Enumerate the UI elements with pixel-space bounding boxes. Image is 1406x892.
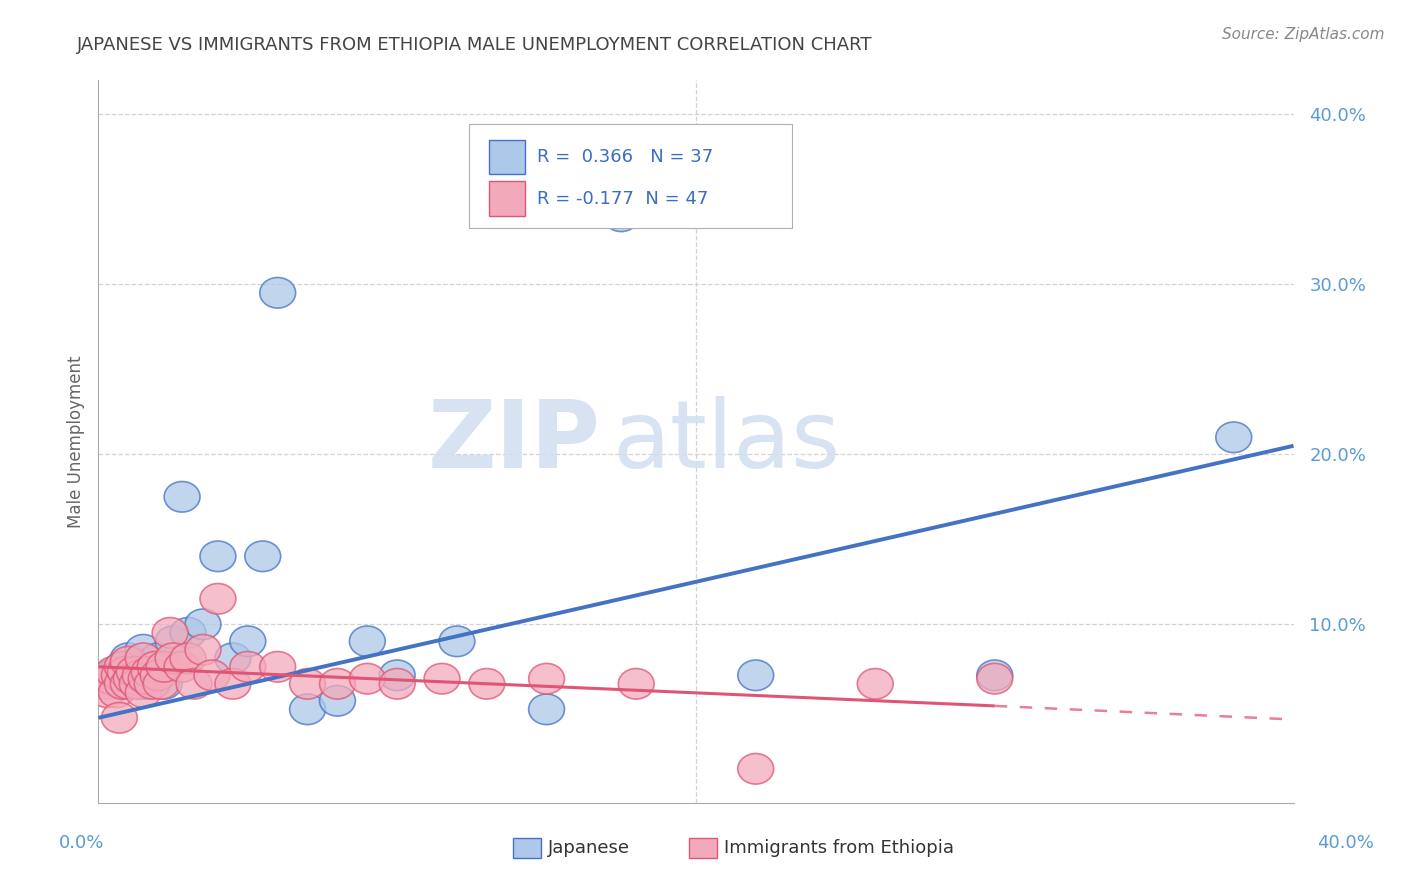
Text: R = -0.177  N = 47: R = -0.177 N = 47 [537, 190, 709, 208]
Text: 40.0%: 40.0% [1317, 834, 1374, 852]
Text: Japanese: Japanese [548, 839, 630, 857]
Bar [489, 139, 524, 174]
Y-axis label: Male Unemployment: Male Unemployment [66, 355, 84, 528]
Text: 0.0%: 0.0% [59, 834, 104, 852]
Text: ZIP: ZIP [427, 395, 600, 488]
Bar [489, 181, 524, 216]
Text: Source: ZipAtlas.com: Source: ZipAtlas.com [1222, 27, 1385, 42]
Text: atlas: atlas [613, 395, 841, 488]
Text: R =  0.366   N = 37: R = 0.366 N = 37 [537, 148, 713, 166]
Text: JAPANESE VS IMMIGRANTS FROM ETHIOPIA MALE UNEMPLOYMENT CORRELATION CHART: JAPANESE VS IMMIGRANTS FROM ETHIOPIA MAL… [77, 36, 873, 54]
FancyBboxPatch shape [470, 124, 792, 228]
Text: Immigrants from Ethiopia: Immigrants from Ethiopia [724, 839, 955, 857]
